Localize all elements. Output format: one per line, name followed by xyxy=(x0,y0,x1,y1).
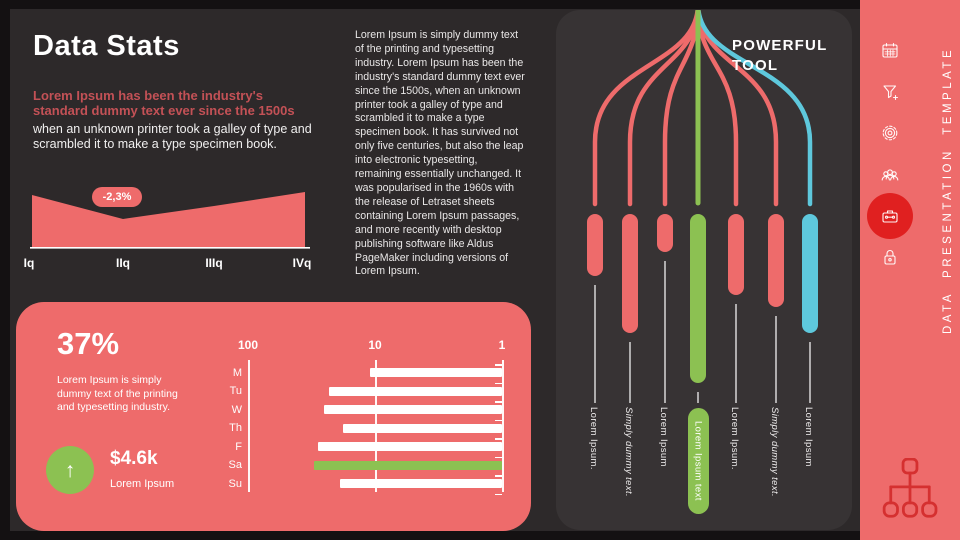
flow-capsule xyxy=(622,214,638,333)
axis-tick xyxy=(495,401,502,403)
flow-capsule xyxy=(728,214,744,295)
quarter-label: IIq xyxy=(116,256,130,270)
scale-label: 10 xyxy=(368,338,382,352)
sidebar-title: DATA PRESENTATION TEMPLATE xyxy=(942,46,954,334)
flow-curve xyxy=(696,10,739,207)
slide-subtitle: Lorem Ipsum has been the industry's stan… xyxy=(33,88,295,119)
axis-tick xyxy=(495,382,502,384)
flow-pill-text: Lorem Ipsum text xyxy=(692,421,704,501)
axis-tick xyxy=(495,419,502,421)
axis-line xyxy=(248,360,250,492)
filter-plus-icon[interactable] xyxy=(880,82,900,102)
sidebar: DATA PRESENTATION TEMPLATE xyxy=(860,0,960,540)
day-label: Su xyxy=(228,477,242,490)
flow-panel: POWERFUL TOOL Lorem Ipsum. Simply dummy t… xyxy=(556,10,852,530)
flow-label: Lorem Ipsum xyxy=(658,407,669,467)
flow-capsule xyxy=(690,214,706,383)
flow-curve xyxy=(696,10,813,207)
flow-label: Lorem Ipsum xyxy=(803,407,814,467)
page-title: Data Stats xyxy=(33,30,180,62)
org-chart-icon xyxy=(882,457,938,520)
flow-label-pill: Lorem Ipsum text xyxy=(687,408,709,514)
day-label: F xyxy=(235,440,242,453)
body-paragraph: Lorem Ipsum is simply dummy text of the … xyxy=(355,29,525,278)
flow-label: Lorem Ipsum. xyxy=(729,407,740,470)
flow-capsule xyxy=(657,214,673,252)
flow-heading: POWERFUL TOOL xyxy=(732,37,828,75)
edge-top xyxy=(0,0,860,9)
bar-Su xyxy=(339,479,502,488)
up-arrow-icon: ↑ xyxy=(64,458,76,482)
day-label: Tu xyxy=(229,385,242,397)
axis-line xyxy=(502,360,504,492)
day-label: W xyxy=(231,403,242,416)
scale-label: 100 xyxy=(237,338,259,352)
stats-description: Lorem Ipsum is simply dummy text of the … xyxy=(57,374,178,414)
day-label: M xyxy=(232,366,242,379)
briefcase-icon[interactable] xyxy=(880,206,900,226)
area-chart xyxy=(30,192,310,249)
flow-label: Simply dummy text. xyxy=(769,407,780,498)
change-badge: -2,3% xyxy=(92,187,142,207)
scale-label: 1 xyxy=(498,338,506,352)
axis-tick xyxy=(495,364,502,366)
flow-capsule xyxy=(768,214,784,307)
calendar-icon[interactable] xyxy=(880,41,900,61)
kpi-value: $4.6k xyxy=(110,448,158,469)
quarter-label: IVq xyxy=(292,256,312,270)
bar-Sa xyxy=(314,460,502,470)
bar-F xyxy=(318,442,502,451)
day-label: Sa xyxy=(228,459,242,471)
flow-curve xyxy=(592,10,700,207)
bar-W xyxy=(324,405,502,414)
active-icon-circle xyxy=(867,193,913,239)
bar-M xyxy=(369,368,502,377)
slide-intro: when an unknown printer took a galley of… xyxy=(33,122,312,152)
flow-label: Simply dummy text. xyxy=(623,407,634,498)
quarter-label: IIIq xyxy=(205,256,223,270)
percent-stat: 37% xyxy=(57,326,120,361)
day-label: Th xyxy=(229,422,242,434)
kpi-label: Lorem Ipsum xyxy=(110,478,175,490)
trend-up-circle: ↑ xyxy=(46,446,94,494)
axis-tick xyxy=(495,475,502,477)
quarter-label: Iq xyxy=(23,256,35,270)
area-shape xyxy=(32,192,305,247)
users-icon[interactable] xyxy=(880,164,900,184)
axis-tick xyxy=(495,456,502,458)
bar-Th xyxy=(342,423,502,433)
edge-left xyxy=(0,0,10,540)
flow-diagram xyxy=(587,10,818,403)
edge-bottom xyxy=(0,531,860,540)
flow-capsule xyxy=(587,214,603,276)
stats-panel: 37% Lorem Ipsum is simply dummy text of … xyxy=(16,302,531,531)
flow-capsule xyxy=(802,214,818,333)
axis-tick xyxy=(495,493,502,495)
axis-tick xyxy=(495,438,502,440)
gear-icon[interactable] xyxy=(880,123,900,143)
flow-label: Lorem Ipsum. xyxy=(588,407,599,470)
bar-Tu xyxy=(329,386,502,396)
lock-icon[interactable] xyxy=(880,247,900,267)
